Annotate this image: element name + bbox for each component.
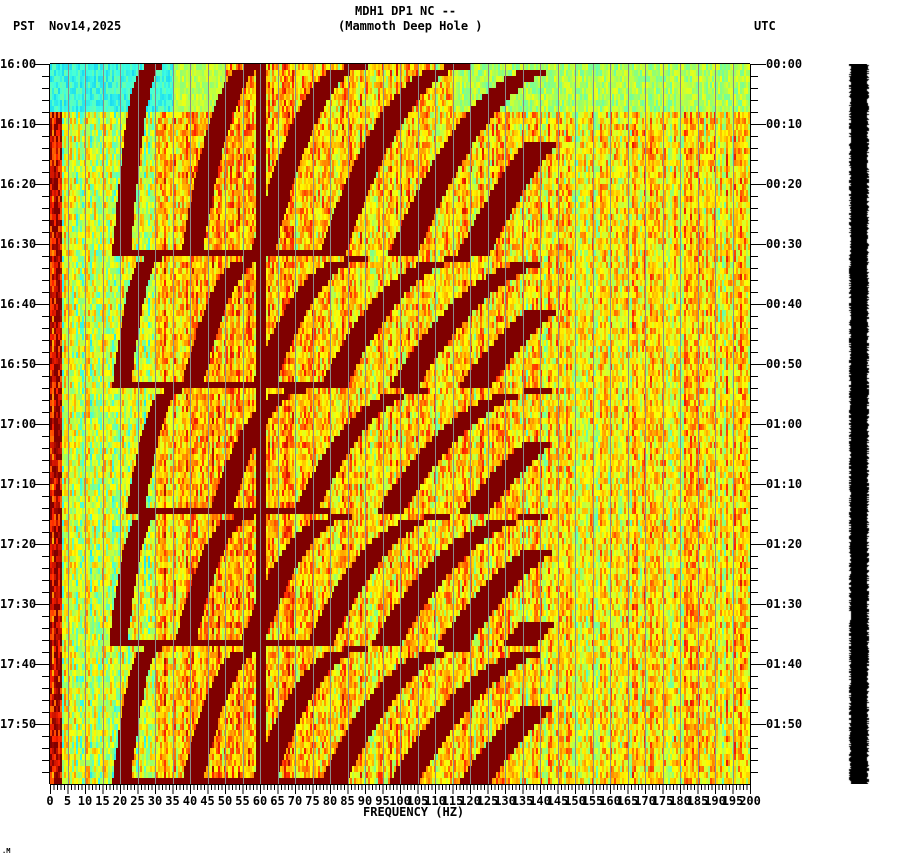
left-timezone-label: PST bbox=[13, 19, 35, 33]
x-tick-label: 65 bbox=[270, 794, 285, 808]
x-tick-label: 25 bbox=[130, 794, 145, 808]
y-tick-label-right: 00:40 bbox=[766, 297, 803, 311]
footer-mark: .M bbox=[2, 847, 11, 855]
y-tick-label-left: 17:40 bbox=[0, 657, 37, 671]
x-tick-label: 5 bbox=[63, 794, 72, 808]
y-tick-label-left: 17:20 bbox=[0, 537, 37, 551]
x-tick-label: 50 bbox=[217, 794, 233, 808]
x-tick-label: 70 bbox=[287, 794, 303, 808]
right-timezone-label: UTC bbox=[754, 19, 776, 33]
x-tick-label: 185 bbox=[686, 794, 709, 808]
x-tick-label: 200 bbox=[739, 794, 761, 808]
x-tick-label: 85 bbox=[340, 794, 355, 808]
x-tick-label: 35 bbox=[165, 794, 180, 808]
y-tick-label-right: 01:50 bbox=[766, 717, 803, 731]
x-tick-label: 80 bbox=[322, 794, 338, 808]
x-tick-label: 45 bbox=[200, 794, 215, 808]
x-tick-label: 175 bbox=[651, 794, 674, 808]
x-tick-label: 165 bbox=[616, 794, 639, 808]
y-tick-label-right: 00:20 bbox=[766, 177, 803, 191]
x-tick-label: 20 bbox=[112, 794, 128, 808]
x-tick-label: 110 bbox=[424, 794, 446, 808]
x-tick-label: 180 bbox=[669, 794, 691, 808]
y-tick-label-left: 16:10 bbox=[0, 117, 37, 131]
x-tick-label: 155 bbox=[581, 794, 604, 808]
y-tick-label-right: 01:00 bbox=[766, 417, 803, 431]
x-tick-label: 190 bbox=[704, 794, 726, 808]
y-tick-label-right: 01:40 bbox=[766, 657, 803, 671]
y-tick-label-right: 01:10 bbox=[766, 477, 803, 491]
y-tick-label-right: 00:50 bbox=[766, 357, 803, 371]
amplitude-trace bbox=[846, 64, 872, 784]
x-axis-title: FREQUENCY (HZ) bbox=[363, 805, 465, 819]
x-tick-label: 60 bbox=[252, 794, 268, 808]
x-tick-label: 125 bbox=[476, 794, 499, 808]
x-tick-label: 55 bbox=[235, 794, 250, 808]
x-tick-label: 100 bbox=[389, 794, 411, 808]
location-subtitle: (Mammoth Deep Hole ) bbox=[338, 19, 483, 33]
x-tick-label: 0 bbox=[46, 794, 54, 808]
y-tick-label-left: 17:30 bbox=[0, 597, 37, 611]
y-tick-label-left: 16:20 bbox=[0, 177, 37, 191]
station-title: MDH1 DP1 NC -- bbox=[355, 4, 457, 18]
x-tick-label: 135 bbox=[511, 794, 534, 808]
x-tick-label: 160 bbox=[599, 794, 621, 808]
x-tick-label: 75 bbox=[305, 794, 320, 808]
date-label: Nov14,2025 bbox=[49, 19, 122, 33]
y-tick-label-right: 01:20 bbox=[766, 537, 803, 551]
spectrogram-heatmap bbox=[50, 64, 750, 784]
x-tick-label: 15 bbox=[95, 794, 110, 808]
y-tick-label-right: 00:00 bbox=[766, 57, 803, 71]
x-tick-label: 105 bbox=[406, 794, 429, 808]
y-tick-label-right: 01:30 bbox=[766, 597, 803, 611]
x-tick-label: 115 bbox=[441, 794, 464, 808]
x-tick-label: 150 bbox=[564, 794, 586, 808]
x-tick-label: 10 bbox=[77, 794, 93, 808]
x-tick-label: 95 bbox=[375, 794, 390, 808]
x-tick-label: 140 bbox=[529, 794, 551, 808]
y-tick-label-right: 00:30 bbox=[766, 237, 803, 251]
y-tick-label-left: 17:00 bbox=[0, 417, 37, 431]
x-tick-label: 40 bbox=[182, 794, 198, 808]
x-tick-label: 195 bbox=[721, 794, 744, 808]
y-tick-label-left: 16:30 bbox=[0, 237, 37, 251]
x-tick-label: 130 bbox=[494, 794, 516, 808]
x-tick-label: 145 bbox=[546, 794, 569, 808]
y-tick-label-left: 17:10 bbox=[0, 477, 37, 491]
y-tick-label-right: 00:10 bbox=[766, 117, 803, 131]
y-tick-label-left: 16:00 bbox=[0, 57, 37, 71]
y-tick-label-left: 17:50 bbox=[0, 717, 37, 731]
x-tick-label: 170 bbox=[634, 794, 656, 808]
x-tick-label: 120 bbox=[459, 794, 481, 808]
x-tick-label: 90 bbox=[357, 794, 373, 808]
y-tick-label-left: 16:40 bbox=[0, 297, 37, 311]
y-tick-label-left: 16:50 bbox=[0, 357, 37, 371]
x-tick-label: 30 bbox=[147, 794, 163, 808]
